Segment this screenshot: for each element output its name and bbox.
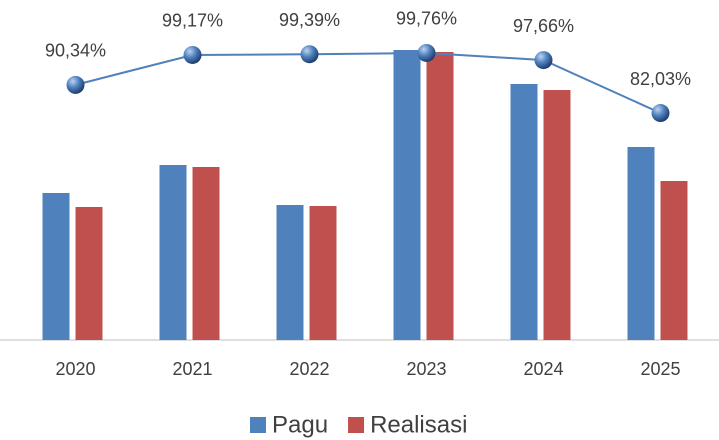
line-marker [66, 75, 85, 94]
line-marker [300, 45, 319, 64]
bar [159, 165, 187, 340]
data-label: 97,66% [513, 16, 574, 36]
legend-swatch [250, 417, 266, 433]
x-tick-label: 2020 [55, 359, 95, 379]
bar [627, 147, 655, 340]
line [75, 51, 661, 114]
bar [393, 50, 421, 340]
bar [510, 84, 538, 340]
x-tick-label: 2023 [406, 359, 446, 379]
line-marker [417, 43, 436, 62]
data-label: 99,76% [396, 9, 457, 29]
bar [309, 206, 337, 340]
legend-label: Realisasi [370, 411, 467, 438]
line-marker [651, 104, 670, 123]
legend-label: Pagu [272, 411, 328, 438]
line-marker [534, 51, 553, 70]
bar [426, 52, 454, 340]
x-tick-label: 2021 [172, 359, 212, 379]
x-tick-label: 2022 [289, 359, 329, 379]
legend-swatch [348, 417, 365, 433]
bar [660, 181, 688, 340]
x-tick-label: 2024 [523, 359, 563, 379]
data-label: 82,03% [630, 69, 691, 89]
line-marker [183, 45, 202, 64]
bar [192, 167, 220, 340]
bar [75, 207, 103, 340]
data-label: 90,34% [45, 41, 106, 61]
x-tick-label: 2025 [640, 359, 680, 379]
bar [543, 90, 571, 340]
data-label: 99,39% [279, 10, 340, 30]
bar [276, 205, 304, 340]
data-label: 99,17% [162, 11, 223, 31]
bar [42, 193, 70, 340]
